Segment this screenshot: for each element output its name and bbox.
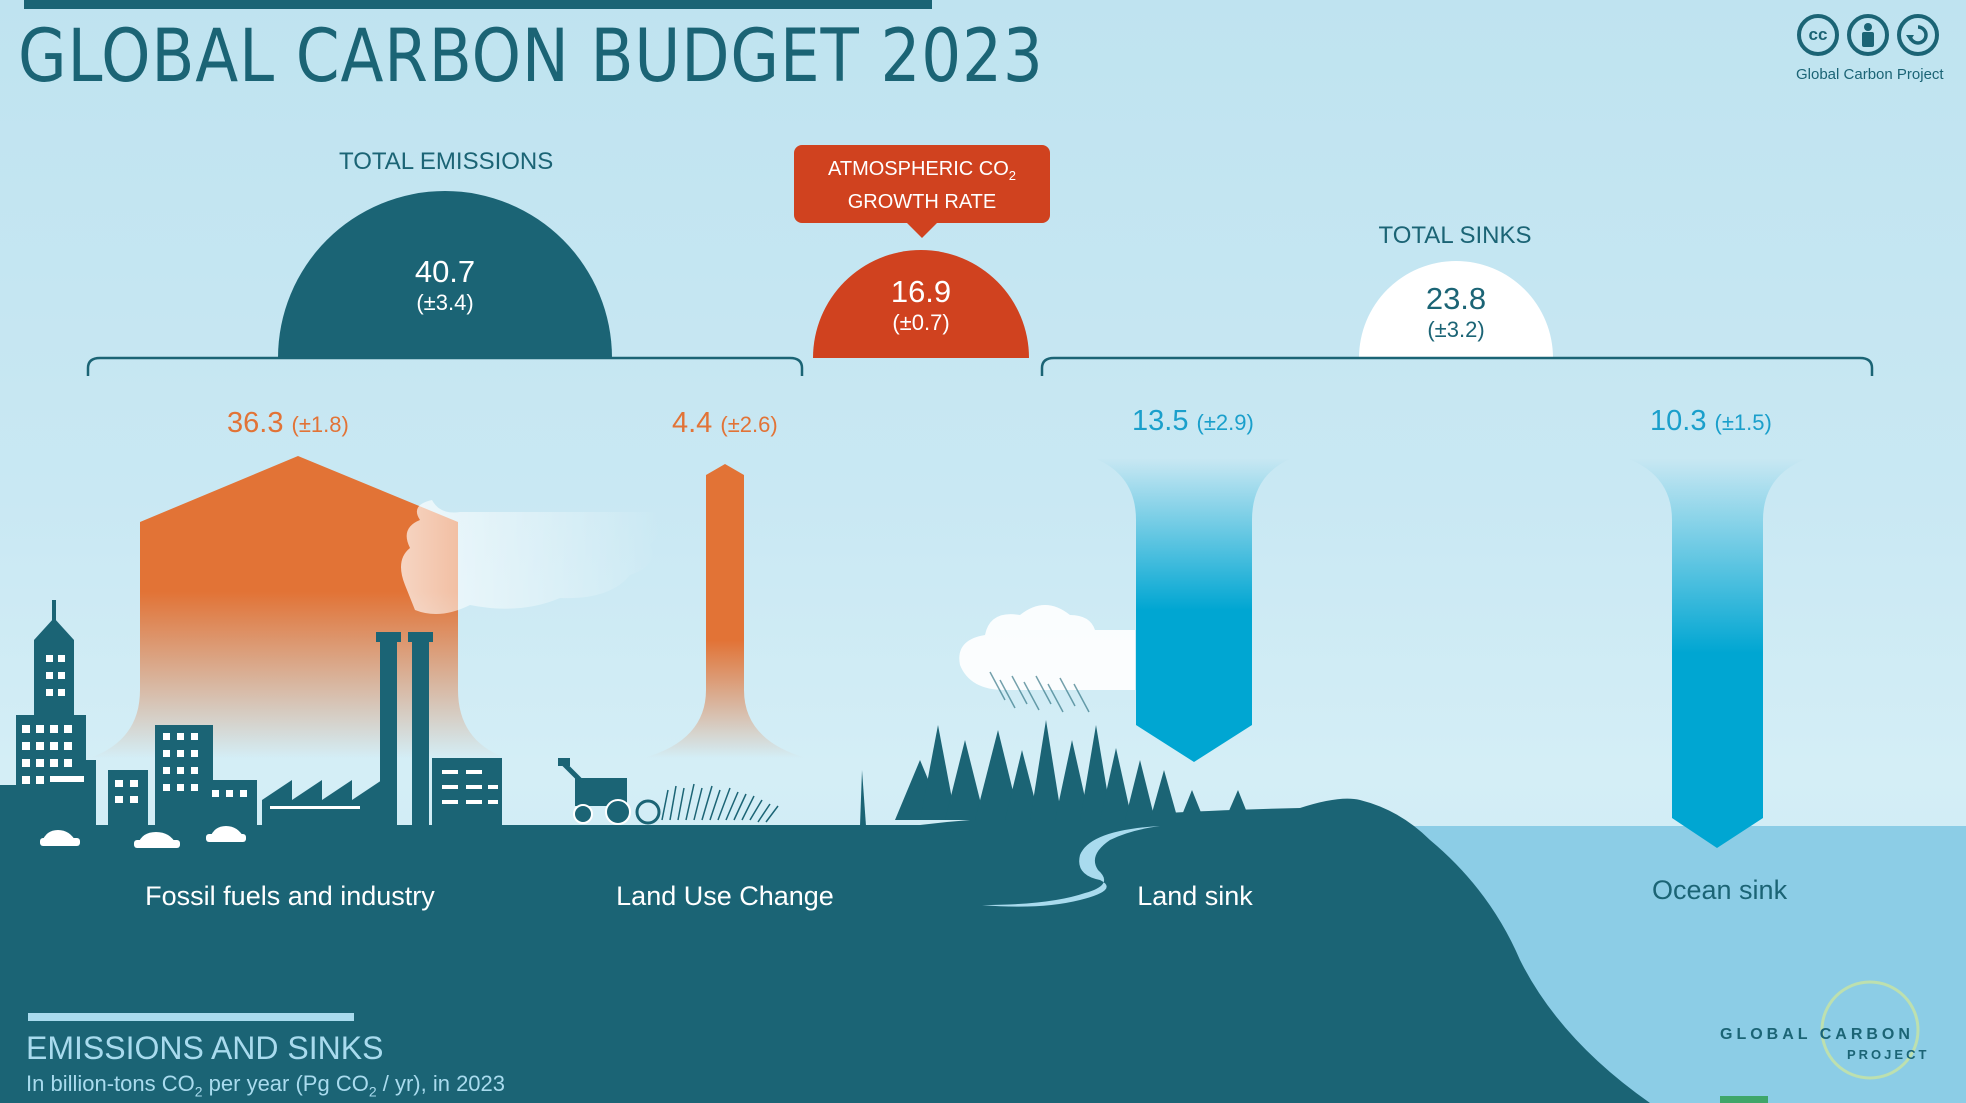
fossil-flux: 36.3 (±1.8): [227, 407, 349, 440]
global-carbon-project-logo-ring: [1820, 980, 1920, 1080]
atmospheric-growth-value-group: 16.9 (±0.7): [821, 274, 1021, 336]
atmospheric-label-line1: ATMOSPHERIC CO: [828, 158, 1009, 180]
license-icons: cc: [1797, 14, 1939, 56]
footer-subtitle-sub2: 2: [368, 1083, 377, 1100]
atmospheric-growth-value: 16.9: [890, 274, 952, 309]
land-sink-label: Land sink: [1137, 881, 1253, 911]
land-use-emission-arrow: [644, 464, 806, 758]
title-bar: [24, 0, 932, 9]
ocean-sink-flux-value: 10.3: [1650, 405, 1707, 437]
atmospheric-label-line2: GROWTH RATE: [847, 191, 997, 213]
footer-subtitle-b: per year (Pg CO: [202, 1071, 369, 1096]
land-sink-arrow: [1094, 458, 1292, 762]
footer-subtitle: In billion-tons CO2 per year (Pg CO2 / y…: [26, 1071, 505, 1099]
atmospheric-growth-uncertainty: (±0.7): [892, 310, 950, 335]
ocean-sink-flux-uncertainty: (±1.5): [1714, 410, 1772, 435]
smoke-plume: [401, 500, 662, 614]
footer-title: EMISSIONS AND SINKS: [26, 1030, 384, 1066]
rain: [989, 671, 1090, 713]
global-carbon-project-logo: GLOBAL CARBON: [1720, 1026, 1914, 1043]
fossil-emission-arrow: [90, 456, 505, 758]
land-use-flux: 4.4 (±2.6): [672, 407, 778, 440]
fossil-label: Fossil fuels and industry: [145, 881, 435, 911]
atmospheric-label-sub: 2: [1008, 168, 1016, 183]
license-credit: Global Carbon Project: [1796, 66, 1944, 83]
footer-subtitle-a: In billion-tons CO: [26, 1071, 195, 1096]
total-emissions-uncertainty: (±3.4): [416, 290, 474, 315]
ground: [0, 798, 1650, 1103]
footer-subtitle-c: / yr), in 2023: [376, 1071, 506, 1096]
total-emissions-label: TOTAL EMISSIONS: [339, 148, 554, 175]
harvester: [558, 758, 661, 825]
fossil-flux-value: 36.3: [227, 407, 284, 439]
footer-green-marker: [1720, 1096, 1768, 1103]
fossil-flux-uncertainty: (±1.8): [291, 412, 349, 437]
cc-icon: cc: [1797, 14, 1839, 56]
total-emissions-value-group: 40.7 (±3.4): [345, 254, 545, 316]
total-sinks-value: 23.8: [1425, 281, 1487, 316]
total-emissions-dome: [278, 191, 612, 358]
sinks-bracket: [1040, 356, 1874, 376]
ocean-sink-label: Ocean sink: [1652, 875, 1788, 905]
city-windows: [22, 655, 498, 809]
global-carbon-project-logo-sub: PROJECT: [1847, 1047, 1930, 1062]
total-sinks-uncertainty: (±3.2): [1427, 317, 1485, 342]
footer-subtitle-sub1: 2: [194, 1083, 203, 1100]
person-icon: [1847, 14, 1889, 56]
total-sinks-value-group: 23.8 (±3.2): [1356, 281, 1556, 343]
land-sink-flux: 13.5 (±2.9): [1132, 405, 1254, 438]
land-sink-flux-uncertainty: (±2.9): [1196, 410, 1254, 435]
cars: [40, 826, 246, 848]
land-sink-flux-value: 13.5: [1132, 405, 1189, 437]
land-use-flux-uncertainty: (±2.6): [720, 412, 778, 437]
land-use-flux-value: 4.4: [672, 407, 713, 439]
atmospheric-growth-label: ATMOSPHERIC CO2 GROWTH RATE: [794, 145, 1050, 223]
page-title: GLOBAL CARBON BUDGET 2023: [18, 14, 1044, 99]
power-plant-chimneys: [376, 632, 433, 642]
crops: [661, 783, 779, 823]
forest: [860, 720, 1250, 826]
cloud: [959, 605, 1135, 690]
callout-pointer: [906, 222, 938, 238]
total-sinks-label: TOTAL SINKS: [1378, 222, 1532, 249]
total-sinks-dome: [1359, 261, 1553, 358]
share-alike-icon: [1897, 14, 1939, 56]
total-emissions-value: 40.7: [414, 254, 476, 289]
ocean-sink-flux: 10.3 (±1.5): [1650, 405, 1772, 438]
ocean-sink-arrow: [1626, 458, 1808, 848]
land-use-label: Land Use Change: [616, 881, 834, 911]
emissions-bracket: [86, 356, 804, 376]
atmospheric-growth-dome: [813, 250, 1029, 358]
footer-bar: [28, 1013, 354, 1021]
